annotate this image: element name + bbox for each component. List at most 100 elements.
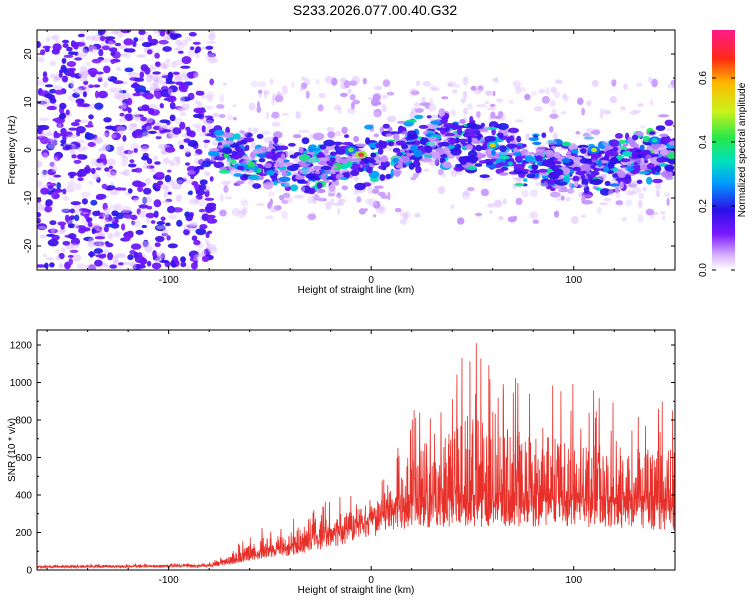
signal-cell (555, 160, 562, 165)
noise-cell (158, 259, 169, 263)
noise-cell (155, 135, 162, 140)
noise-cell (143, 123, 151, 131)
halo-cell (662, 215, 666, 221)
halo-cell (496, 98, 504, 103)
signal-cell (233, 133, 241, 140)
colorbar-tick-label: 0.6 (698, 71, 709, 85)
signal-cell (365, 137, 371, 145)
noise-cell (49, 88, 57, 94)
noise-cell (49, 161, 55, 167)
halo-cell (241, 206, 248, 212)
halo-cell (411, 90, 420, 96)
noise-cell (188, 227, 198, 232)
signal-cell (664, 164, 675, 171)
noise-cell (175, 73, 186, 81)
halo-cell (372, 93, 381, 102)
noise-cell (42, 45, 51, 49)
noise-cell (87, 263, 98, 270)
noise-cell (203, 248, 211, 257)
noise-cell (185, 179, 193, 184)
halo-cell (554, 91, 560, 99)
noise-cell (167, 191, 172, 195)
signal-cell (609, 139, 620, 147)
halo-cell (311, 192, 320, 200)
halo-cell (498, 111, 503, 117)
signal-cell (263, 136, 276, 144)
noise-cell (165, 198, 173, 203)
noise-cell (176, 106, 186, 111)
signal-cell (236, 180, 245, 184)
signal-cell (631, 143, 640, 149)
signal-cell (260, 150, 266, 154)
signal-cell (509, 135, 514, 142)
noise-cell (121, 206, 132, 214)
x-tick-label: 0 (368, 575, 374, 586)
signal-cell (297, 129, 310, 134)
noise-cell (69, 215, 75, 220)
halo-cell (367, 96, 374, 100)
noise-cell (145, 74, 153, 83)
halo-cell (554, 210, 559, 218)
signal-cell (256, 133, 264, 139)
noise-cell (144, 66, 151, 75)
halo-cell (381, 104, 387, 113)
noise-cell (162, 46, 172, 52)
noise-cell (193, 239, 201, 246)
noise-cell (87, 68, 98, 76)
noise-cell (77, 139, 85, 144)
noise-cell (151, 262, 162, 270)
noise-cell (102, 132, 109, 137)
noise-cell (74, 119, 81, 123)
noise-cell (176, 108, 186, 112)
noise-cell (153, 210, 159, 218)
signal-cell (592, 129, 601, 136)
noise-cell (75, 126, 86, 134)
signal-cell (320, 165, 332, 171)
halo-cell (607, 189, 614, 197)
halo-cell (347, 88, 352, 94)
signal-cell (652, 178, 663, 184)
noise-cell (152, 71, 161, 75)
noise-cell (180, 83, 189, 91)
noise-cell (184, 74, 189, 83)
signal-cell (579, 164, 591, 173)
noise-cell (184, 162, 191, 166)
signal-cell (459, 157, 468, 166)
halo-cell (485, 90, 492, 96)
noise-cell (153, 79, 160, 87)
halo-cell (284, 180, 290, 188)
noise-cell (174, 106, 183, 110)
noise-cell (64, 144, 75, 150)
halo-cell (240, 210, 247, 215)
noise-cell (196, 165, 203, 170)
signal-cell (615, 191, 621, 199)
signal-cell (636, 179, 643, 184)
noise-cell (158, 143, 167, 150)
signal-cell (520, 148, 529, 156)
halo-cell (474, 88, 482, 95)
noise-cell (199, 184, 207, 191)
noise-cell (197, 101, 203, 109)
noise-cell (60, 247, 66, 253)
signal-cell (412, 172, 419, 178)
noise-cell (93, 241, 105, 247)
noise-cell (204, 197, 215, 201)
signal-cell (385, 133, 393, 137)
noise-cell (40, 98, 51, 107)
noise-cell (133, 114, 144, 118)
noise-cell (40, 187, 49, 195)
signal-cell (485, 126, 498, 130)
halo-cell (372, 200, 381, 209)
signal-cell (516, 145, 522, 150)
halo-cell (269, 198, 273, 206)
signal-cell (586, 161, 598, 165)
halo-cell (502, 198, 507, 205)
signal-cell (239, 130, 246, 134)
signal-cell (252, 127, 259, 134)
signal-cell (423, 159, 434, 163)
noise-cell (140, 145, 149, 152)
signal-cell (223, 185, 229, 193)
noise-cell (37, 160, 43, 168)
halo-cell (250, 80, 259, 88)
signal-cell (355, 143, 367, 147)
